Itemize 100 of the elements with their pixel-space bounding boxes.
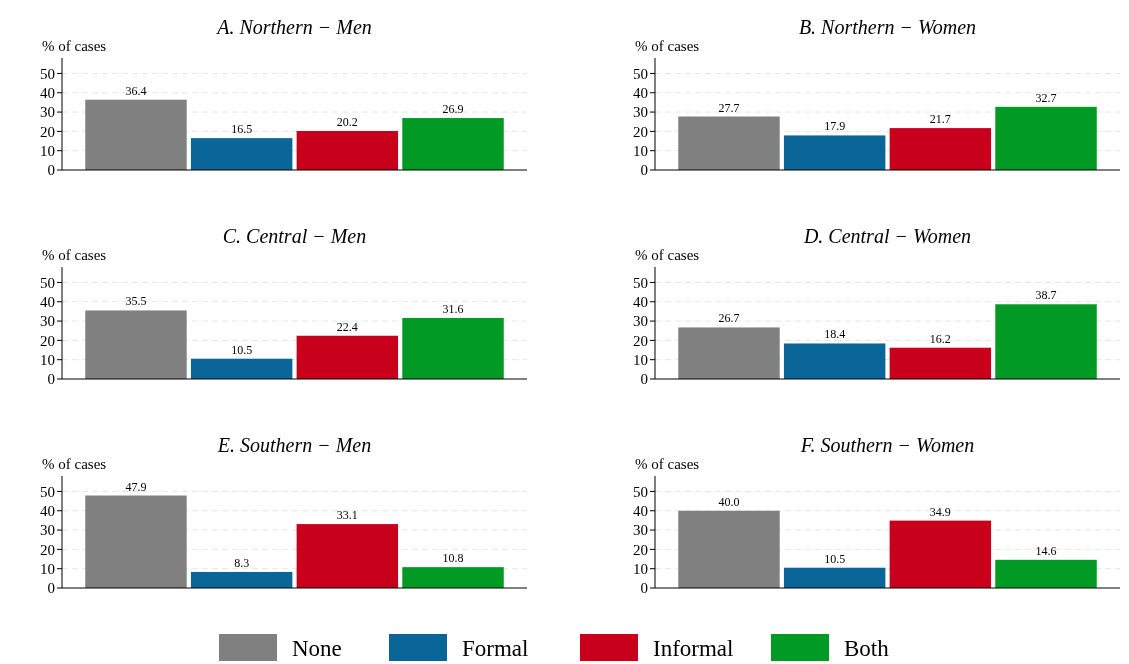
chart-title: F. Southern − Women — [799, 434, 975, 456]
data-label: 36.4 — [125, 83, 147, 98]
chart-title: E. Southern − Men — [216, 434, 372, 456]
bar — [783, 567, 886, 588]
legend-label: None — [292, 636, 342, 662]
y-tick-label: 20 — [40, 541, 55, 558]
bar — [678, 510, 780, 588]
y-tick-label: 40 — [633, 503, 648, 520]
bar — [190, 358, 293, 379]
y-tick-label: 0 — [640, 371, 648, 388]
bar — [190, 138, 293, 170]
y-tick-label: 0 — [47, 580, 55, 597]
chart-title: C. Central − Men — [222, 225, 367, 247]
y-tick-label: 20 — [633, 541, 648, 558]
bar — [995, 559, 1097, 588]
y-tick-label: 30 — [633, 522, 648, 539]
y-tick-label: 20 — [40, 123, 55, 140]
y-tick-label: 10 — [633, 351, 648, 368]
y-tick-label: 0 — [47, 162, 55, 179]
y-tick-label: 40 — [40, 294, 55, 311]
data-label: 31.6 — [442, 301, 464, 316]
data-label: 8.3 — [234, 555, 250, 570]
y-tick-label: 0 — [47, 371, 55, 388]
data-label: 47.9 — [125, 479, 147, 494]
bar — [995, 304, 1097, 379]
data-label: 21.7 — [929, 112, 951, 127]
bar — [783, 343, 886, 379]
y-tick-label: 50 — [40, 483, 55, 500]
y-tick-label: 50 — [40, 274, 55, 291]
data-label: 40.0 — [718, 494, 740, 509]
data-label: 18.4 — [824, 327, 846, 342]
legend-label: Informal — [653, 636, 734, 662]
y-tick-label: 20 — [633, 123, 648, 140]
bar — [296, 524, 399, 588]
bar — [402, 118, 504, 170]
data-label: 33.1 — [336, 508, 358, 523]
data-label: 27.7 — [718, 100, 740, 115]
data-label: 32.7 — [1035, 90, 1057, 105]
data-label: 26.7 — [718, 311, 740, 326]
bar — [296, 130, 399, 170]
chart-title: A. Northern − Men — [215, 16, 372, 38]
y-tick-label: 0 — [640, 580, 648, 597]
y-tick-label: 30 — [40, 313, 55, 330]
data-label: 10.8 — [442, 551, 464, 566]
y-tick-label: 10 — [633, 560, 648, 577]
data-label: 20.2 — [336, 114, 358, 129]
legend-label: Both — [844, 636, 890, 662]
bar — [678, 116, 780, 170]
bar — [678, 327, 780, 379]
bar — [85, 99, 187, 170]
y-axis-title: % of cases — [42, 456, 107, 472]
y-tick-label: 30 — [40, 522, 55, 539]
data-label: 16.2 — [929, 331, 951, 346]
data-label: 14.6 — [1035, 543, 1057, 558]
bar — [889, 128, 992, 170]
chart-title: D. Central − Women — [802, 225, 972, 247]
data-label: 38.7 — [1035, 288, 1057, 303]
data-label: 10.5 — [824, 551, 846, 566]
bar — [190, 571, 293, 588]
y-tick-label: 50 — [633, 65, 648, 82]
data-label: 34.9 — [929, 504, 951, 519]
bar — [402, 317, 504, 379]
y-tick-label: 40 — [633, 294, 648, 311]
y-tick-label: 50 — [633, 483, 648, 500]
y-tick-label: 40 — [633, 85, 648, 102]
y-axis-title: % of cases — [635, 38, 700, 54]
y-tick-label: 10 — [40, 560, 55, 577]
bar — [995, 106, 1097, 170]
data-label: 16.5 — [231, 122, 253, 137]
bar — [85, 310, 187, 379]
data-label: 10.5 — [231, 342, 253, 357]
legend-label: Formal — [462, 636, 529, 662]
y-axis-title: % of cases — [635, 456, 700, 472]
data-label: 17.9 — [824, 119, 846, 134]
y-axis-title: % of cases — [635, 247, 700, 263]
bar — [783, 135, 886, 170]
bar — [296, 335, 399, 379]
y-tick-label: 30 — [633, 104, 648, 121]
y-axis-title: % of cases — [42, 38, 107, 54]
data-label: 35.5 — [125, 294, 147, 309]
y-axis-title: % of cases — [42, 247, 107, 263]
y-tick-label: 30 — [633, 313, 648, 330]
bar — [889, 520, 992, 588]
y-tick-label: 10 — [40, 142, 55, 159]
data-label: 26.9 — [442, 102, 464, 117]
bar — [85, 495, 187, 588]
y-tick-label: 0 — [640, 162, 648, 179]
bar — [889, 347, 992, 379]
y-tick-label: 10 — [633, 142, 648, 159]
y-tick-label: 20 — [40, 332, 55, 349]
chart-title: B. Northern − Women — [798, 16, 977, 38]
bar — [402, 567, 504, 588]
y-tick-label: 40 — [40, 503, 55, 520]
y-tick-label: 20 — [633, 332, 648, 349]
y-tick-label: 40 — [40, 85, 55, 102]
data-label: 22.4 — [336, 319, 358, 334]
y-tick-label: 50 — [40, 65, 55, 82]
y-tick-label: 50 — [633, 274, 648, 291]
y-tick-label: 30 — [40, 104, 55, 121]
y-tick-label: 10 — [40, 351, 55, 368]
